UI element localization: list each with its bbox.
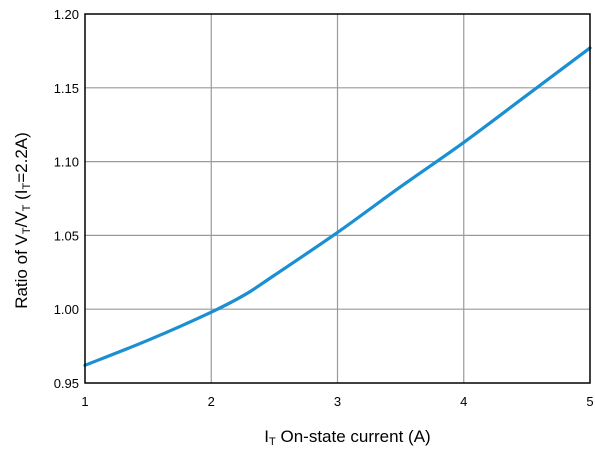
y-axis-title: Ratio of VT/VT (IT=2.2A) bbox=[12, 132, 33, 309]
y-tick-label: 0.95 bbox=[54, 376, 79, 391]
series-line-0 bbox=[83, 46, 592, 367]
x-tick-label: 1 bbox=[81, 394, 88, 409]
x-axis-title: IT On-state current (A) bbox=[264, 427, 430, 448]
x-tick-label: 4 bbox=[460, 394, 467, 409]
y-tick-label: 1.05 bbox=[54, 228, 79, 243]
x-tick-label: 3 bbox=[334, 394, 341, 409]
x-tick-label: 2 bbox=[208, 394, 215, 409]
y-tick-label: 1.20 bbox=[54, 7, 79, 22]
axis-titles: IT On-state current (A) Ratio of VT/VT (I… bbox=[12, 132, 431, 448]
grid-lines bbox=[85, 14, 590, 383]
y-tick-label: 1.10 bbox=[54, 155, 79, 170]
x-tick-label: 5 bbox=[586, 394, 593, 409]
plot-frame bbox=[84, 13, 591, 384]
series-layer bbox=[83, 46, 592, 367]
plot-border bbox=[84, 13, 591, 384]
tick-labels: 1 2 3 4 5 0.95 1.00 1.05 1.10 1.15 1.20 bbox=[54, 7, 594, 409]
y-tick-label: 1.00 bbox=[54, 302, 79, 317]
y-tick-label: 1.15 bbox=[54, 81, 79, 96]
